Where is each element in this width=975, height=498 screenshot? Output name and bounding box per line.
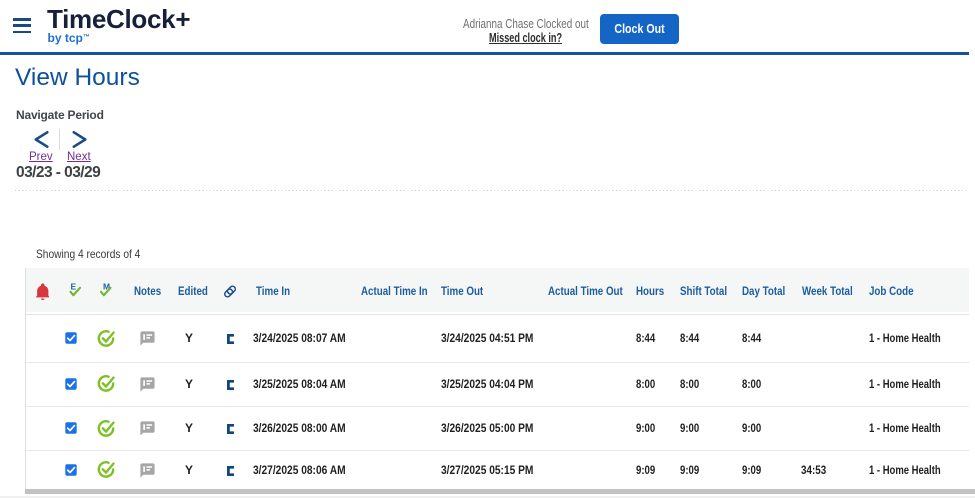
svg-text:E: E [71,282,77,292]
svg-text:M: M [103,282,110,292]
